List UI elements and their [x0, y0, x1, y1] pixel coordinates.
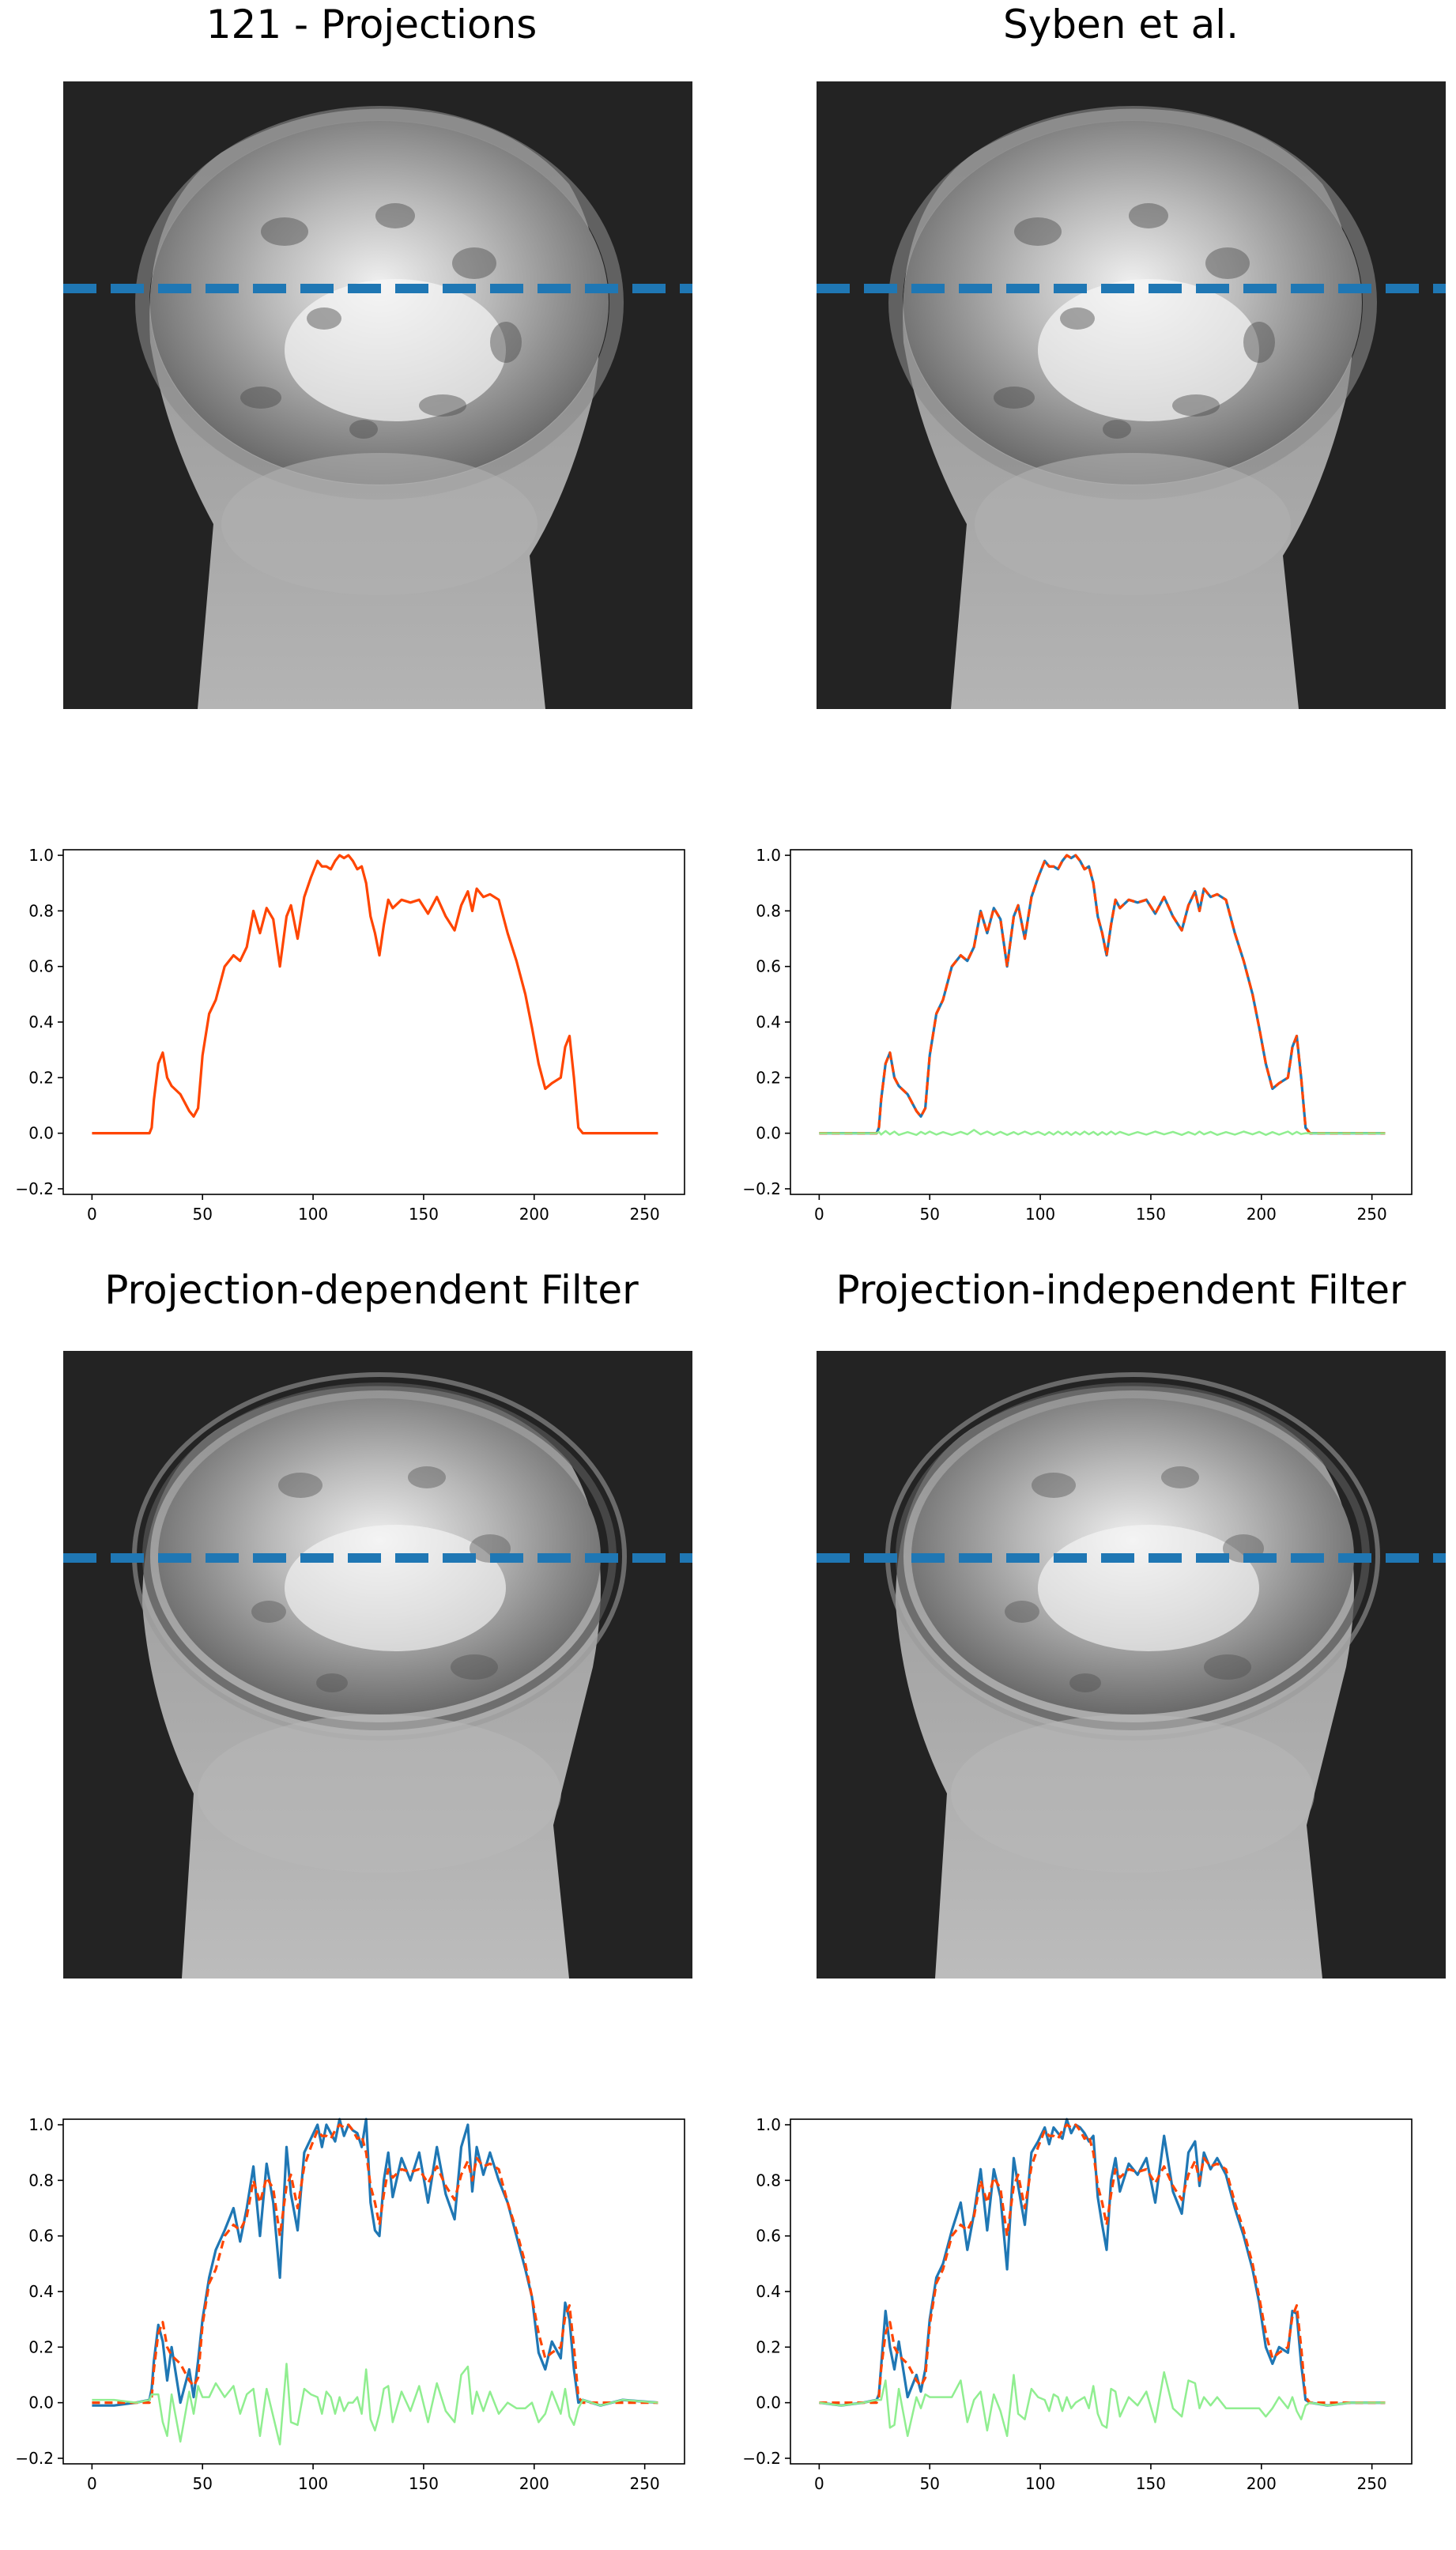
y-tick-label: 1.0 — [756, 846, 781, 865]
y-tick-label: 0.8 — [756, 2171, 781, 2190]
y-tick-label: 1.0 — [28, 2115, 54, 2134]
y-tick-label: 0.4 — [28, 1013, 54, 1032]
y-tick-label: −0.2 — [15, 1179, 54, 1198]
x-tick-label: 50 — [192, 2474, 212, 2493]
plot-frame — [62, 2118, 685, 2465]
scan-line — [817, 284, 1446, 293]
y-tick-label: 0.2 — [28, 1068, 54, 1087]
x-tick-label: 50 — [919, 2474, 939, 2493]
series-line — [819, 2123, 1386, 2405]
chart-svg: −0.2 0.0 0.2 0.4 0.6 0.8 1.0 0 50 100 150 200 250 — [742, 846, 1413, 1224]
head-xray-picture — [885, 1372, 1380, 1979]
x-tick-label: 200 — [1247, 1205, 1277, 1224]
y-tick-label: 0.6 — [756, 957, 781, 976]
chart-svg: −0.2 0.0 0.2 0.4 0.6 0.8 1.0 0 50 100 150 200 250 — [742, 2115, 1413, 2493]
x-tick-label: 250 — [1357, 2474, 1387, 2493]
panel-title: Syben et al. — [1002, 2, 1239, 47]
y-tick-label: 0.4 — [28, 2282, 54, 2301]
y-tick-label: 0.8 — [28, 901, 54, 920]
head-xray-picture — [132, 1372, 627, 1979]
x-tick-label: 0 — [814, 1205, 824, 1224]
ct-image-projection-dependent — [63, 1351, 692, 1979]
y-tick-label: 1.0 — [756, 2115, 781, 2134]
series-line — [819, 2118, 1386, 2407]
y-tick-label: 0.4 — [756, 2282, 781, 2301]
panel-title: Projection-independent Filter — [836, 1267, 1406, 1313]
y-tick-label: 1.0 — [28, 846, 54, 865]
y-tick-label: 0.8 — [756, 901, 781, 920]
y-tick-label: 0.0 — [28, 1124, 54, 1143]
y-tick-label: 0.0 — [756, 1124, 781, 1143]
plot-frame — [62, 849, 685, 1195]
profile-chart: −0.2 0.0 0.2 0.4 0.6 0.8 1.0 0 50 100 150 200 250 — [0, 2107, 727, 2550]
ct-image-projection-independent — [817, 1351, 1446, 1979]
y-tick-label: −0.2 — [742, 2449, 781, 2468]
series-line — [92, 2118, 658, 2407]
y-tick-label: 0.6 — [28, 957, 54, 976]
x-tick-label: 0 — [87, 2474, 97, 2493]
profile-chart: −0.2 0.0 0.2 0.4 0.6 0.8 1.0 0 50 100 150 200 250 — [0, 838, 727, 1281]
x-tick-label: 50 — [919, 1205, 939, 1224]
scan-line — [63, 1553, 692, 1563]
x-tick-label: 100 — [1025, 1205, 1055, 1224]
series-line — [819, 2371, 1386, 2438]
x-tick-label: 150 — [409, 1205, 439, 1224]
x-tick-label: 50 — [192, 1205, 212, 1224]
x-tick-label: 150 — [1136, 1205, 1166, 1224]
scan-line — [817, 1553, 1446, 1563]
x-tick-label: 100 — [298, 2474, 328, 2493]
profile-chart: −0.2 0.0 0.2 0.4 0.6 0.8 1.0 0 50 100 150 200 250 — [727, 838, 1454, 1281]
y-tick-label: 0.0 — [756, 2393, 781, 2412]
y-tick-label: 0.8 — [28, 2171, 54, 2190]
y-tick-label: −0.2 — [742, 1179, 781, 1198]
x-tick-label: 250 — [630, 1205, 660, 1224]
x-tick-label: 150 — [409, 2474, 439, 2493]
x-tick-label: 250 — [630, 2474, 660, 2493]
x-tick-label: 250 — [1357, 1205, 1387, 1224]
ct-image-syben — [817, 81, 1446, 709]
profile-chart: −0.2 0.0 0.2 0.4 0.6 0.8 1.0 0 50 100 150 200 250 — [727, 2107, 1454, 2550]
y-tick-label: 0.2 — [756, 1068, 781, 1087]
plot-frame — [790, 849, 1413, 1195]
series-line — [92, 854, 658, 1135]
chart-svg: −0.2 0.0 0.2 0.4 0.6 0.8 1.0 0 50 100 150 200 250 — [15, 2115, 685, 2493]
head-xray-picture — [135, 106, 624, 709]
y-tick-label: 0.2 — [756, 2337, 781, 2356]
head-xray-picture — [888, 106, 1377, 709]
y-tick-label: 0.6 — [28, 2227, 54, 2246]
y-tick-label: 0.6 — [756, 2227, 781, 2246]
x-tick-label: 200 — [519, 2474, 549, 2493]
x-tick-label: 0 — [87, 1205, 97, 1224]
x-tick-label: 0 — [814, 2474, 824, 2493]
x-tick-label: 100 — [1025, 2474, 1055, 2493]
scan-line — [63, 284, 692, 293]
panel-title: Projection-dependent Filter — [104, 1267, 639, 1313]
y-tick-label: −0.2 — [15, 2449, 54, 2468]
x-tick-label: 150 — [1136, 2474, 1166, 2493]
panel-title: 121 - Projections — [206, 2, 538, 47]
series-line — [819, 1129, 1386, 1137]
plot-frame — [790, 2118, 1413, 2465]
series-line — [819, 854, 1386, 1135]
x-tick-label: 200 — [1247, 2474, 1277, 2493]
y-tick-label: 0.0 — [28, 2393, 54, 2412]
y-tick-label: 0.2 — [28, 2337, 54, 2356]
ct-image-reference — [63, 81, 692, 709]
x-tick-label: 200 — [519, 1205, 549, 1224]
y-tick-label: 0.4 — [756, 1013, 781, 1032]
series-line — [92, 2363, 658, 2446]
x-tick-label: 100 — [298, 1205, 328, 1224]
chart-svg: −0.2 0.0 0.2 0.4 0.6 0.8 1.0 0 50 100 150 200 250 — [15, 846, 685, 1224]
series-line — [92, 2123, 658, 2405]
